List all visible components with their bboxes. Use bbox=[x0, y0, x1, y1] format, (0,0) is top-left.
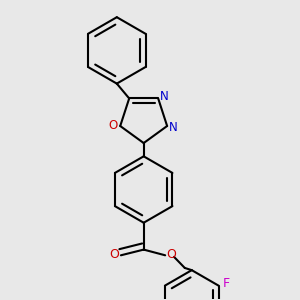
Text: N: N bbox=[160, 90, 169, 103]
Text: F: F bbox=[223, 277, 230, 290]
Text: O: O bbox=[167, 248, 176, 261]
Text: O: O bbox=[110, 248, 119, 261]
Text: O: O bbox=[109, 119, 118, 132]
Text: N: N bbox=[169, 121, 178, 134]
